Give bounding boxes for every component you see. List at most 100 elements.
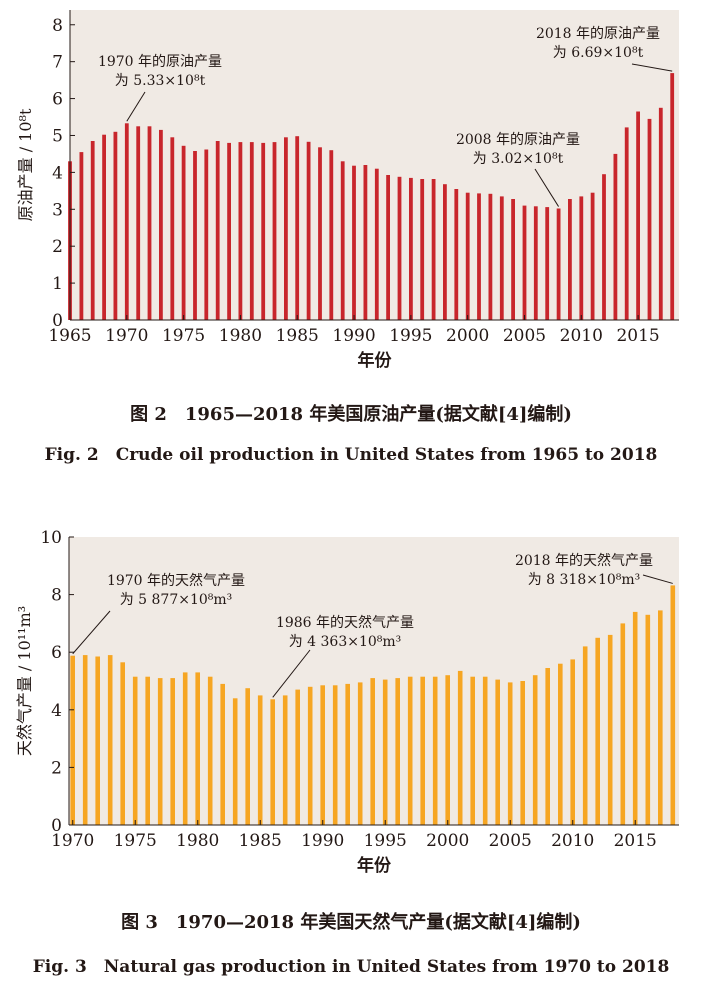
y-tick-label: 4 — [52, 163, 63, 183]
bar-1998 — [443, 184, 447, 320]
x-tick-label: 2000 — [426, 831, 469, 851]
annotation-line1: 2018 年的原油产量 — [536, 26, 660, 42]
bar-1986 — [306, 141, 311, 321]
bar-2014 — [620, 623, 626, 825]
annotation-line2: 为 6.69×10⁸t — [553, 45, 644, 61]
figure-2-caption-chinese: 图 2 1965—2018 年美国原油产量(据文献[4]编制) — [130, 404, 572, 425]
bar-2005 — [522, 205, 527, 320]
bar-1996 — [395, 678, 400, 825]
bar-1993 — [357, 682, 363, 825]
bar-1987 — [282, 695, 288, 825]
x-tick-label: 1995 — [389, 326, 432, 346]
annotation-line2: 为 5 877×10⁸m³ — [120, 592, 233, 608]
x-tick-label: 1970 — [105, 326, 148, 346]
bar-2007 — [545, 207, 550, 320]
bar-1968 — [102, 134, 106, 320]
bar-1974 — [120, 662, 125, 825]
bar-1975 — [132, 676, 138, 825]
bar-1989 — [307, 686, 313, 825]
bar-2007 — [532, 675, 538, 825]
bar-2002 — [470, 676, 475, 825]
bar-2009 — [568, 199, 572, 320]
bar-2000 — [465, 192, 470, 320]
figure-3-caption-chinese: 图 3 1970—2018 年美国天然气产量(据文献[4]编制) — [121, 912, 581, 933]
bar-1997 — [431, 179, 436, 320]
x-tick-label: 2010 — [560, 326, 603, 346]
y-tick-label: 0 — [52, 311, 63, 331]
bar-2004 — [495, 679, 500, 825]
bar-2014 — [624, 127, 629, 321]
annotation-leader — [72, 610, 111, 655]
y-tick-label: 4 — [51, 701, 62, 721]
bar-1979 — [182, 672, 188, 825]
y-tick-label: 0 — [51, 816, 62, 836]
annotation-line2: 为 8 318×10⁸m³ — [528, 572, 641, 588]
bar-1979 — [227, 142, 231, 320]
annotation-line2: 为 5.33×10⁸t — [115, 73, 206, 89]
x-tick-label: 1965 — [48, 326, 91, 346]
bar-2000 — [445, 675, 450, 825]
x-axis-title: 年份 — [358, 350, 393, 371]
bar-1988 — [295, 689, 300, 825]
bar-1975 — [181, 145, 186, 320]
bar-2001 — [457, 670, 463, 825]
y-tick-label: 10 — [40, 528, 62, 548]
bar-2012 — [602, 174, 606, 320]
y-tick-label: 8 — [51, 586, 62, 606]
bar-1983 — [272, 142, 277, 320]
bar-1986 — [270, 699, 275, 825]
bar-2018 — [670, 73, 675, 320]
oil-production-chart: 0 1 2 3 4 5 6 7 8 1965 1970 1975 1980 1985 1990 1995 200… — [16, 10, 679, 371]
annotation-line2: 为 3.02×10⁸t — [473, 151, 564, 167]
bar-1995 — [382, 679, 388, 825]
bar-1983 — [232, 698, 238, 825]
bar-1994 — [397, 176, 402, 320]
x-tick-label: 2015 — [616, 326, 659, 346]
bar-1997 — [407, 676, 413, 825]
bar-1970 — [124, 123, 129, 320]
bar-2013 — [613, 153, 618, 320]
x-tick-label: 1980 — [219, 326, 262, 346]
bar-2015 — [636, 111, 640, 320]
bar-1985 — [257, 695, 263, 825]
bar-2008 — [556, 208, 561, 320]
bar-2003 — [482, 676, 488, 825]
annotation-leader — [631, 63, 673, 72]
bar-2009 — [558, 663, 563, 825]
bar-1976 — [193, 151, 197, 320]
annotation-line1: 1970 年的天然气产量 — [107, 572, 245, 589]
annotation-line1: 2018 年的天然气产量 — [515, 552, 653, 569]
bar-2015 — [632, 611, 638, 825]
bar-1981 — [249, 142, 254, 320]
x-tick-label: 1995 — [364, 831, 407, 851]
bar-1971 — [82, 655, 88, 825]
bar-1996 — [420, 179, 425, 320]
y-tick-label: 6 — [52, 90, 63, 110]
bar-1972 — [147, 126, 152, 321]
bar-1999 — [454, 189, 459, 320]
bar-2016 — [645, 614, 651, 825]
gas-production-chart: 0 2 4 6 8 10 1970 1975 1980 1985 1990 1995 2000 2005 2… — [15, 528, 679, 876]
bar-2017 — [658, 107, 663, 320]
bar-1967 — [90, 141, 95, 320]
y-tick-label: 6 — [51, 643, 62, 663]
annotation-leader — [642, 574, 673, 584]
bar-1991 — [363, 165, 368, 320]
bar-1978 — [215, 141, 220, 320]
bar-2012 — [595, 637, 600, 825]
bar-1991 — [332, 685, 338, 825]
bar-1981 — [207, 676, 213, 825]
bar-2013 — [607, 634, 613, 825]
bar-1993 — [386, 175, 390, 320]
x-tick-label: 2015 — [614, 831, 657, 851]
bar-1973 — [159, 129, 163, 320]
bar-2008 — [545, 668, 550, 825]
annotation-line1: 1970 年的原油产量 — [98, 54, 222, 70]
bar-1974 — [170, 137, 175, 320]
x-tick-label: 2005 — [489, 831, 532, 851]
bar-1989 — [340, 161, 345, 320]
y-axis-title: 原油产量 / 10⁸t — [16, 108, 35, 221]
x-tick-label: 1970 — [51, 831, 94, 851]
bar-2004 — [511, 199, 515, 320]
figure-3-caption-english: Fig. 3 Natural gas production in United … — [32, 957, 670, 977]
